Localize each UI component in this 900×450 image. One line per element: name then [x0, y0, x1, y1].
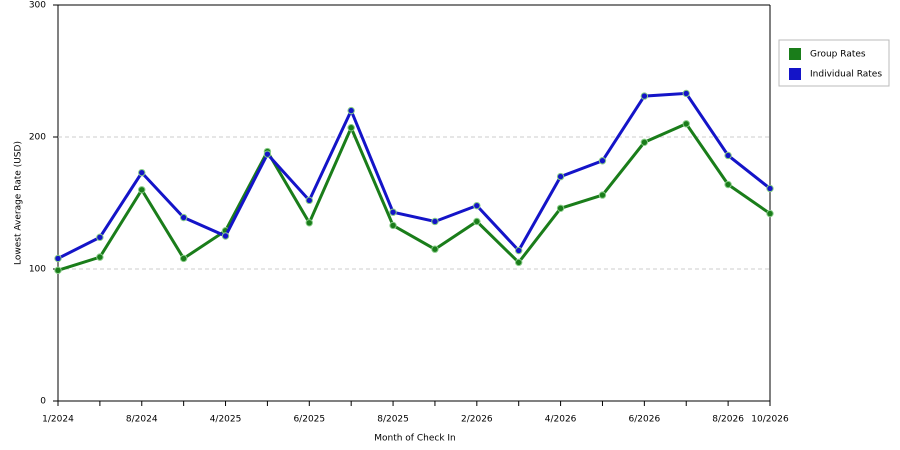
data-point: [54, 266, 62, 275]
data-point: [54, 254, 62, 263]
data-point: [138, 168, 146, 177]
x-tick-label: 6/2025: [293, 415, 325, 425]
y-tick-label: 200: [29, 133, 46, 143]
data-point: [682, 120, 690, 128]
data-point: [389, 221, 397, 230]
data-point: [305, 196, 313, 205]
legend-swatch: [789, 48, 801, 60]
data-point: [473, 217, 481, 226]
data-point: [766, 184, 774, 193]
y-tick-label: 300: [29, 1, 46, 11]
data-point: [640, 92, 649, 100]
data-point: [515, 258, 523, 267]
data-point: [724, 180, 732, 189]
data-point: [515, 246, 523, 255]
data-point: [766, 209, 774, 218]
y-axis-label: Lowest Average Rate (USD): [14, 141, 24, 265]
data-point: [96, 233, 104, 242]
data-point: [305, 219, 313, 227]
x-tick-label: 8/2024: [126, 415, 158, 425]
data-point: [347, 106, 355, 115]
data-point: [179, 213, 188, 222]
x-tick-label: 8/2025: [377, 415, 409, 425]
data-point: [598, 191, 607, 199]
data-point: [96, 253, 104, 261]
data-point: [179, 254, 188, 263]
data-point: [556, 172, 565, 181]
data-point: [556, 204, 565, 212]
data-point: [431, 217, 439, 226]
data-point: [263, 150, 272, 158]
data-point: [221, 232, 230, 240]
data-point: [431, 245, 439, 253]
data-point: [347, 124, 355, 132]
x-tick-label: 2/2026: [461, 415, 493, 425]
legend-swatch: [789, 68, 801, 80]
x-tick-label: 4/2026: [545, 415, 577, 425]
x-tick-label: 4/2025: [210, 415, 242, 425]
x-tick-label: 10/2026: [751, 415, 789, 425]
x-tick-label: 6/2026: [629, 415, 661, 425]
x-tick-label: 8/2026: [712, 415, 744, 425]
legend-label: Group Rates: [810, 50, 866, 60]
legend-label: Individual Rates: [810, 70, 882, 80]
data-point: [640, 138, 649, 146]
x-axis-label: Month of Check In: [374, 434, 456, 444]
data-point: [473, 201, 481, 210]
data-point: [724, 151, 732, 160]
data-point: [138, 186, 146, 194]
series-line: [57, 121, 771, 272]
series-line: [57, 91, 771, 260]
y-tick-label: 0: [40, 397, 46, 407]
data-point: [598, 157, 607, 165]
y-tick-label: 100: [29, 265, 46, 275]
data-point: [682, 89, 690, 98]
x-tick-label: 1/2024: [42, 415, 74, 425]
data-point: [389, 208, 397, 216]
